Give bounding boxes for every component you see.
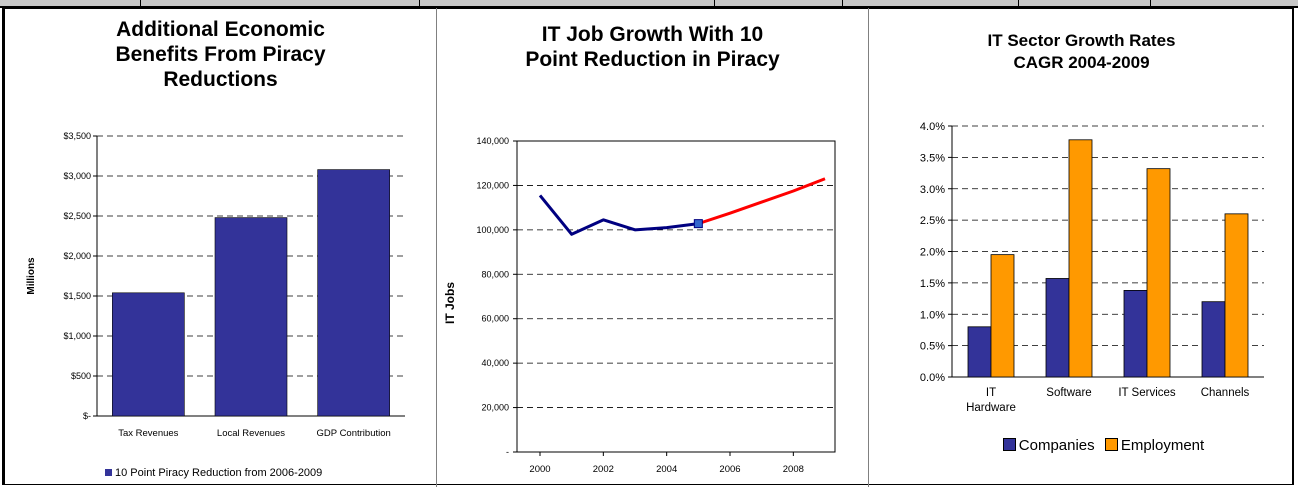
jobs-chart-panel: IT Job Growth With 10 Point Reduction in…: [437, 8, 868, 487]
y-tick-label: 100,000: [476, 225, 509, 235]
x-tick-label: Channels: [1201, 387, 1250, 399]
title-line: Point Reduction in Piracy: [525, 48, 780, 71]
strip-divider: [419, 0, 420, 8]
y-tick-label: $1,500: [63, 291, 91, 301]
y-axis-label: Millions: [26, 257, 37, 295]
panel-divider: [868, 8, 869, 487]
title-line: Benefits From Piracy: [115, 43, 326, 66]
x-tick-label: Local Revenues: [217, 428, 285, 439]
x-tick-label: IT Services: [1118, 387, 1176, 399]
y-tick-label: 140,000: [476, 136, 509, 146]
bar: [1123, 290, 1148, 378]
y-tick-label: $500: [71, 371, 91, 381]
bar: [1068, 139, 1093, 378]
y-tick-label: 60,000: [481, 314, 509, 324]
x-tick-label: Hardware: [966, 402, 1016, 414]
growth-legend: Companies Employment: [891, 437, 1298, 454]
legend-label: Companies: [1018, 437, 1095, 454]
y-tick-label: 0.0%: [920, 372, 945, 384]
legend-label: Employment: [1120, 437, 1205, 454]
y-tick-label: 0.5%: [920, 341, 945, 353]
y-tick-label: $-: [83, 411, 91, 421]
series-line: [697, 177, 826, 226]
bar: [1201, 301, 1226, 378]
bar: [1146, 168, 1171, 378]
x-tick-label: IT: [986, 387, 996, 399]
bar: [990, 254, 1015, 378]
x-tick-label: 2008: [783, 464, 804, 475]
title-line: Reductions: [163, 68, 278, 91]
data-marker: [693, 219, 703, 229]
y-tick-label: 1.0%: [920, 309, 945, 321]
bar: [1045, 278, 1070, 378]
y-tick-label: 3.5%: [920, 152, 945, 164]
y-tick-label: 1.5%: [920, 278, 945, 290]
x-tick-label: 2002: [593, 464, 614, 475]
legend-swatch-companies: [1002, 438, 1016, 451]
benefits-legend: 10 Point Piracy Reduction from 2006-2009: [105, 467, 322, 479]
panel-divider: [436, 8, 437, 487]
x-tick-label: GDP Contribution: [317, 428, 391, 439]
y-tick-label: $2,000: [63, 251, 91, 261]
y-tick-label: 80,000: [481, 269, 509, 279]
chart-frame: [2, 8, 1294, 485]
y-tick-label: 2.0%: [920, 247, 945, 259]
y-tick-label: 120,000: [476, 180, 509, 190]
benefits-chart-panel: Additional Economic Benefits From Piracy…: [5, 8, 436, 487]
bar: [967, 326, 992, 378]
legend-swatch: [105, 469, 112, 476]
benefits-chart-title: Additional Economic Benefits From Piracy…: [5, 17, 436, 92]
growth-chart-panel: IT Sector Growth Rates CAGR 2004-2009 0.…: [869, 8, 1294, 487]
y-tick-label: 3.0%: [920, 184, 945, 196]
bar: [317, 169, 390, 417]
strip-divider: [1150, 0, 1151, 8]
strip-divider: [842, 0, 843, 8]
y-tick-label: $3,500: [63, 131, 91, 141]
y-tick-label: 20,000: [481, 403, 509, 413]
series-line: [538, 194, 699, 236]
legend-label: 10 Point Piracy Reduction from 2006-2009: [115, 467, 323, 479]
strip-divider: [714, 0, 715, 8]
bar: [1224, 213, 1249, 378]
growth-chart-title: IT Sector Growth Rates CAGR 2004-2009: [869, 30, 1294, 74]
x-tick-label: 2000: [529, 464, 550, 475]
y-tick-label: 40,000: [481, 358, 509, 368]
x-tick-label: Software: [1046, 387, 1091, 399]
strip-divider: [1018, 0, 1019, 8]
y-tick-label: 2.5%: [920, 215, 945, 227]
y-tick-label: -: [506, 447, 509, 457]
x-tick-label: Tax Revenues: [118, 428, 178, 439]
jobs-chart-svg: - 20,000 40,000 60,000 80,000 100,000 120,000 1…: [443, 136, 836, 475]
growth-chart-svg: 0.0% 0.5% 1.0% 1.5% 2.0% 2.5% 3.0% 3.5% 4.0% IT Ha…: [920, 121, 1264, 414]
benefits-chart-svg: $- $500 $1,000 $1,500 $2,000 $2,500 $3,000 $3,5…: [26, 131, 405, 439]
y-tick-label: $3,000: [63, 171, 91, 181]
top-table-strip: [0, 0, 1298, 8]
x-tick-label: 2004: [656, 464, 677, 475]
legend-swatch-employment: [1104, 438, 1118, 451]
y-axis-label: IT Jobs: [443, 282, 457, 324]
y-tick-label: $1,000: [63, 331, 91, 341]
title-line: CAGR 2004-2009: [1013, 53, 1150, 72]
title-line: Additional Economic: [116, 18, 325, 41]
bar: [214, 217, 288, 417]
y-tick-label: $2,500: [63, 211, 91, 221]
x-tick-label: 2006: [719, 464, 740, 475]
strip-divider: [140, 0, 141, 8]
title-line: IT Job Growth With 10: [541, 23, 764, 46]
plot-area: [516, 140, 836, 453]
jobs-chart-title: IT Job Growth With 10 Point Reduction in…: [437, 22, 868, 72]
y-tick-label: 4.0%: [920, 121, 945, 133]
title-line: IT Sector Growth Rates: [987, 31, 1176, 50]
bar: [112, 292, 185, 417]
